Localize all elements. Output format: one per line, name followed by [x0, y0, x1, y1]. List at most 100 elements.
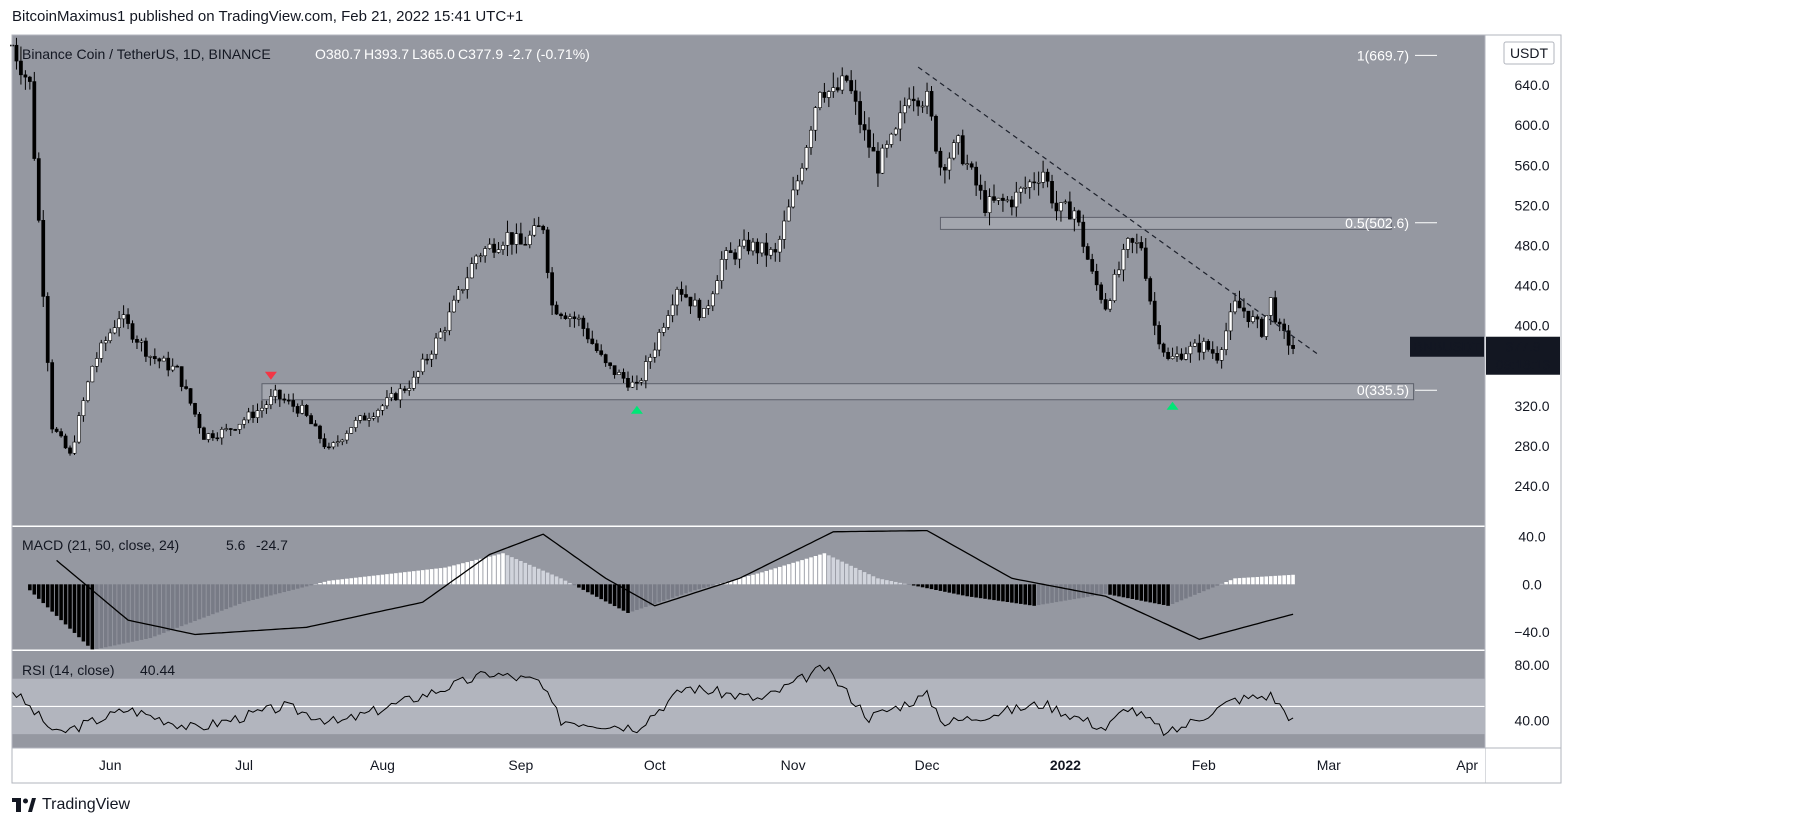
macd-histogram-bar: [36, 584, 41, 599]
candle: [813, 105, 818, 141]
candle: [755, 238, 760, 264]
time-tick-label: Sep: [508, 757, 533, 773]
candle: [139, 338, 144, 352]
candle-body: [398, 388, 403, 401]
candle-body: [344, 433, 349, 441]
candle-body: [300, 405, 304, 414]
candle: [434, 332, 438, 360]
candle: [322, 433, 327, 449]
candle: [1255, 314, 1260, 329]
resistance-zone[interactable]: [939, 216, 1392, 230]
candle-body: [800, 167, 804, 182]
candle: [1099, 282, 1103, 304]
candle-body: [148, 356, 153, 358]
candle-body: [452, 299, 456, 313]
candle: [407, 380, 412, 396]
currency-badge-box: [1503, 41, 1555, 65]
macd-histogram-bar: [394, 573, 398, 585]
candle-body: [907, 98, 912, 107]
candle: [920, 101, 925, 113]
candle: [304, 404, 309, 418]
candle-body: [764, 242, 769, 256]
candle-body: [710, 293, 715, 307]
candle: [527, 230, 532, 249]
candle-body: [599, 350, 604, 355]
macd-histogram-bar: [1228, 580, 1233, 585]
candle-body: [86, 381, 90, 401]
macd-histogram-bar: [1018, 584, 1023, 604]
candle-body: [1130, 238, 1135, 243]
candle: [81, 397, 86, 422]
candle: [715, 275, 720, 295]
macd-histogram-bar: [68, 584, 72, 629]
macd-histogram-bar: [184, 584, 188, 625]
candle: [327, 442, 331, 450]
candle-body: [603, 354, 608, 364]
candle: [1246, 310, 1251, 328]
macd-histogram-bar: [938, 584, 943, 591]
candle: [719, 251, 724, 289]
candle-body: [1161, 343, 1166, 353]
descending-trendline[interactable]: [917, 66, 1321, 357]
ohlc-value: 380.7: [326, 46, 361, 62]
candle-body: [72, 441, 77, 454]
candle-body: [94, 358, 99, 367]
candle: [1121, 243, 1126, 282]
macd-histogram-bar: [206, 584, 211, 616]
fib-level-label: 0.5(502.6): [1345, 215, 1409, 231]
macd-histogram-bar: [505, 555, 510, 585]
ohlc-readout: O380.7 H393.7 L365.0 C377.9 -2.7 (-0.71%): [315, 46, 590, 62]
candle: [90, 365, 95, 383]
symbol-tag-box: [1410, 336, 1484, 357]
candle: [242, 417, 246, 429]
candle-body: [152, 356, 157, 360]
candle: [135, 335, 139, 349]
candle-body: [19, 60, 23, 76]
macd-histogram-bar: [898, 582, 903, 585]
candle: [1117, 261, 1121, 278]
candle-body: [492, 243, 496, 253]
rsi-pane: RSI (14, close) 40.44: [11, 651, 1485, 748]
candle: [1059, 202, 1063, 222]
rsi-tick-label: 80.00: [1514, 657, 1549, 673]
candle: [282, 393, 287, 404]
macd-histogram-bar: [514, 559, 519, 585]
candle-body: [322, 438, 327, 448]
candle-body: [545, 229, 550, 273]
candle: [112, 320, 117, 335]
candle-body: [112, 327, 117, 334]
macd-histogram-bar: [456, 564, 461, 585]
candle-body: [568, 316, 572, 319]
macd-histogram-bar: [693, 584, 697, 591]
candle: [1054, 190, 1059, 221]
macd-histogram-bar: [760, 572, 764, 585]
candle-body: [206, 433, 211, 440]
candle: [849, 70, 854, 94]
macd-histogram-bar: [594, 584, 599, 597]
candle: [202, 426, 206, 440]
candle: [898, 100, 903, 142]
support-zone[interactable]: [261, 383, 1415, 401]
macd-histogram-bar: [1117, 584, 1121, 597]
currency-badge[interactable]: USDT: [1503, 41, 1555, 65]
main-pane: 1(669.7) 0.5(502.6) 0(335.5) Binance Coin …: [10, 35, 1485, 526]
macd-histogram-bar: [358, 577, 362, 585]
time-tick-label: Nov: [781, 757, 806, 773]
macd-histogram-bar: [1014, 584, 1019, 604]
price-axis[interactable]: 240.0280.0320.0360.0400.0440.0480.0520.0…: [1410, 35, 1561, 783]
candle-countdown-label: 09:18:13: [1496, 357, 1551, 373]
candle: [193, 402, 197, 418]
footer-brand[interactable]: TradingView: [12, 795, 130, 815]
candle-body: [1072, 210, 1077, 220]
candle-body: [1224, 330, 1228, 350]
candle: [380, 404, 385, 416]
candle: [844, 74, 849, 83]
macd-histogram-bar: [853, 567, 858, 585]
macd-histogram-bar: [112, 584, 117, 646]
candle-body: [501, 245, 505, 250]
candle: [983, 180, 987, 217]
macd-histogram-bar: [532, 566, 537, 585]
candle-body: [943, 166, 947, 171]
time-axis[interactable]: Jun Jul Aug Sep Oct Nov Dec 2022 Feb Mar Apr: [12, 747, 1561, 783]
